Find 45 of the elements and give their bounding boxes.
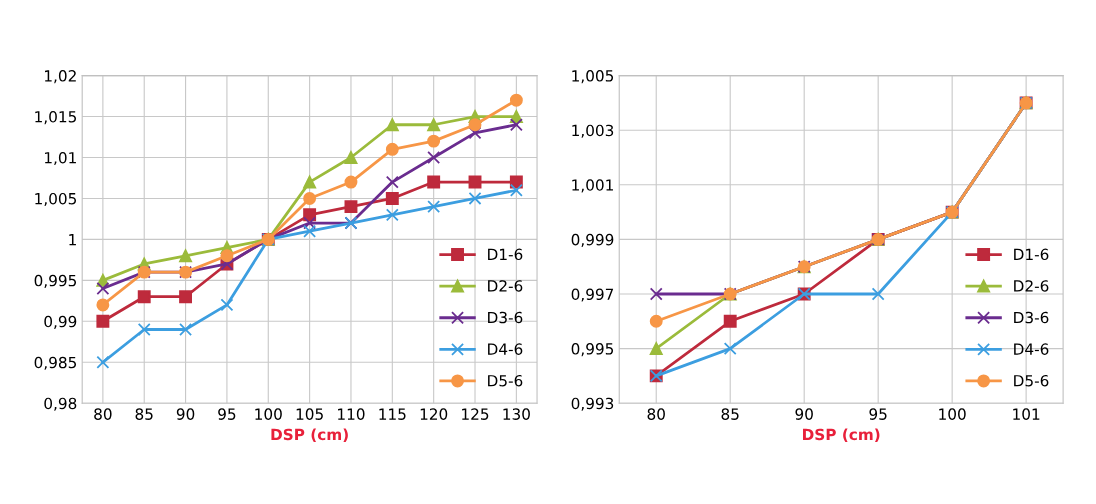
y-tick-label: 1,005: [35, 192, 76, 207]
x-tick-label: 105: [296, 408, 323, 420]
legend-label: D4-6: [488, 343, 523, 355]
y-tick-label: 0,99: [44, 315, 77, 329]
x-tick-label: 95: [869, 408, 887, 420]
legend-label: D2-6: [1014, 280, 1049, 292]
legend-label: D1-6: [1014, 248, 1049, 261]
y-tick-label: 1,015: [35, 111, 76, 125]
y-tick-label: 1,02: [45, 70, 76, 84]
y-tick-label: 1,003: [572, 124, 614, 138]
legend-label: D3-6: [488, 311, 523, 324]
legend-label: D2-6: [488, 280, 523, 292]
y-tick-label: 1,01: [45, 151, 76, 166]
y-tick-label: 0,995: [34, 274, 76, 288]
x-tick-label: 125: [462, 408, 489, 420]
y-tick-label: 0,995: [571, 343, 614, 357]
x-axis-title: DSP (cm): [271, 428, 348, 443]
x-tick-label: 115: [379, 408, 406, 420]
legend-label: D5-6: [488, 374, 523, 387]
x-tick-label: 85: [135, 408, 153, 420]
x-tick-label: 90: [176, 408, 195, 420]
x-tick-label: 80: [647, 408, 665, 420]
y-tick-label: 0,997: [571, 288, 614, 302]
x-tick-label: 130: [503, 408, 530, 420]
x-tick-label: 80: [94, 408, 112, 420]
y-tick-label: 0,98: [44, 397, 77, 411]
y-tick-label: 0,985: [34, 356, 76, 370]
x-tick-label: 95: [218, 408, 236, 420]
legend-label: D5-6: [1014, 374, 1049, 387]
x-tick-label: 110: [338, 408, 365, 420]
x-tick-label: 100: [255, 408, 282, 420]
y-tick-label: 1: [69, 234, 76, 246]
x-tick-label: 101: [1013, 408, 1040, 420]
y-tick-label: 1,005: [572, 70, 614, 84]
y-tick-label: 0,999: [571, 233, 614, 247]
x-tick-label: 120: [420, 408, 448, 420]
y-tick-label: 0,993: [571, 397, 614, 411]
legend-label: D4-6: [1014, 343, 1049, 355]
x-tick-label: 90: [795, 408, 813, 420]
legend-label: D3-6: [1014, 311, 1049, 324]
x-axis-title: DSP (cm): [803, 428, 880, 443]
legend-label: D1-6: [488, 248, 523, 261]
x-tick-label: 100: [939, 408, 966, 420]
x-tick-label: 85: [721, 408, 739, 420]
y-tick-label: 1,001: [572, 179, 613, 193]
